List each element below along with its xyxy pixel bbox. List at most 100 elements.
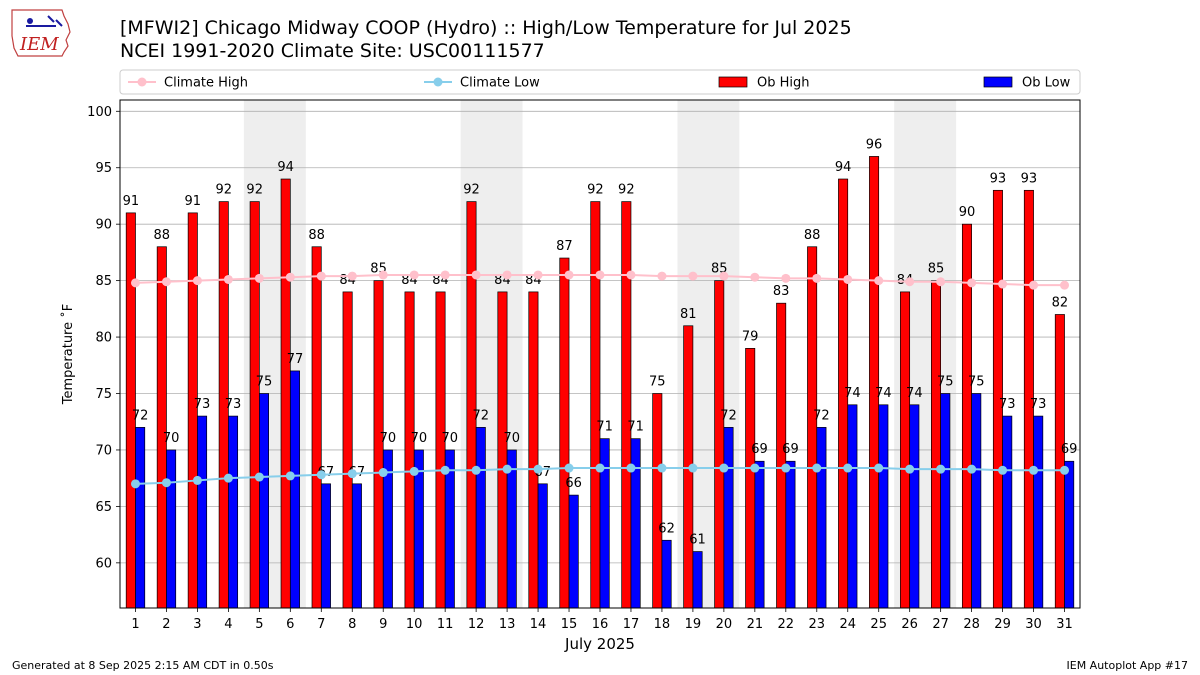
climate-low-point — [285, 471, 295, 481]
x-tick-label: 26 — [901, 617, 918, 632]
climate-high-point — [595, 270, 605, 280]
climate-low-point — [626, 463, 636, 473]
climate-low-point — [130, 479, 140, 489]
ob-low-bar — [785, 460, 796, 609]
ob-low-bar — [166, 449, 177, 609]
plot-frame — [119, 99, 1081, 609]
x-tick-label: 1 — [131, 617, 139, 632]
climate-high-point — [502, 270, 512, 280]
ob-high-bar — [404, 291, 415, 609]
ob-high-value-label: 88 — [308, 228, 325, 243]
ob-low-bar — [909, 404, 920, 609]
ob-high-value-label: 91 — [123, 194, 140, 209]
climate-low-point — [812, 463, 822, 473]
x-tick-label: 15 — [561, 617, 578, 632]
legend-ob-high-label: Ob High — [757, 76, 810, 91]
ob-low-value-label: 70 — [380, 431, 397, 446]
climate-high-point — [161, 277, 171, 287]
ob-high-value-label: 92 — [215, 183, 232, 198]
x-tick-label: 19 — [685, 617, 702, 632]
climate-low-point — [347, 469, 357, 479]
ob-low-value-label: 73 — [194, 397, 211, 412]
ob-low-value-label: 69 — [751, 442, 768, 457]
ob-low-value-label: 69 — [782, 442, 799, 457]
climate-high-point — [905, 277, 915, 287]
ob-low-value-label: 61 — [689, 533, 706, 548]
ob-low-bar — [971, 393, 982, 609]
ob-high-bar — [280, 178, 291, 609]
ob-high-value-label: 81 — [680, 307, 697, 322]
chart-subtitle: NCEI 1991-2020 Climate Site: USC00111577 — [120, 40, 545, 62]
ob-high-value-label: 82 — [1052, 295, 1069, 310]
ob-low-value-label: 75 — [968, 375, 985, 390]
ob-low-bar — [940, 393, 951, 609]
ob-low-bar — [537, 483, 548, 609]
climate-low-point — [905, 464, 915, 474]
ob-low-value-label: 70 — [411, 431, 428, 446]
ob-high-bar — [652, 393, 663, 609]
ob-low-value-label: 69 — [1061, 442, 1078, 457]
x-tick-label: 25 — [870, 617, 887, 632]
climate-low-point — [502, 464, 512, 474]
legend-climate-high-label: Climate High — [164, 76, 248, 91]
ob-low-bar — [320, 483, 331, 609]
climate-low-point — [471, 465, 481, 475]
ob-high-bar — [1054, 314, 1065, 609]
climate-high-point — [843, 274, 853, 284]
y-tick-label: 85 — [95, 274, 112, 289]
climate-low-point — [533, 464, 543, 474]
ob-high-value-label: 92 — [618, 183, 635, 198]
ob-high-bar — [156, 246, 167, 609]
climate-high-point — [657, 271, 667, 281]
ob-low-value-label: 72 — [473, 408, 490, 423]
ob-low-value-label: 71 — [596, 420, 613, 435]
ob-high-value-label: 96 — [866, 137, 883, 152]
climate-high-point — [378, 270, 388, 280]
legend-ob-high-swatch — [718, 76, 748, 88]
ob-high-value-label: 94 — [277, 160, 294, 175]
app-footer: IEM Autoplot App #17 — [1066, 659, 1189, 672]
y-tick-label: 70 — [95, 443, 112, 458]
ob-low-value-label: 75 — [937, 375, 954, 390]
ob-low-bar — [661, 539, 672, 609]
ob-low-bar — [289, 370, 300, 609]
ob-high-bar — [311, 246, 322, 609]
ob-high-value-label: 92 — [246, 183, 263, 198]
climate-high-point — [998, 279, 1008, 289]
ob-low-value-label: 73 — [1030, 397, 1047, 412]
legend-climate-high-marker — [137, 77, 147, 87]
logo-text: IEM — [19, 34, 59, 55]
climate-low-point — [223, 473, 233, 483]
ob-high-value-label: 93 — [1021, 171, 1038, 186]
ob-high-value-label: 79 — [742, 329, 759, 344]
x-tick-label: 13 — [499, 617, 516, 632]
climate-low-point — [316, 470, 326, 480]
climate-high-point — [347, 271, 357, 281]
climate-low-point — [409, 466, 419, 476]
ob-low-value-label: 73 — [225, 397, 242, 412]
ob-low-value-label: 70 — [163, 431, 180, 446]
ob-high-bar — [714, 280, 725, 609]
ob-low-value-label: 62 — [658, 521, 675, 536]
climate-low-point — [967, 464, 977, 474]
legend-climate-low-label: Climate Low — [460, 76, 540, 91]
y-axis-label: Temperature ˚F — [60, 304, 76, 405]
ob-high-bar — [869, 156, 880, 609]
ob-high-bar — [249, 201, 260, 609]
ob-high-bar — [342, 291, 353, 609]
climate-low-point — [254, 472, 264, 482]
y-tick-label: 60 — [95, 556, 112, 571]
climate-high-point — [750, 272, 760, 282]
x-tick-label: 12 — [468, 617, 485, 632]
x-axis-label: July 2025 — [564, 635, 635, 653]
x-tick-label: 2 — [162, 617, 170, 632]
ob-low-value-label: 74 — [844, 386, 861, 401]
climate-high-point — [967, 278, 977, 288]
ob-high-value-label: 88 — [154, 228, 171, 243]
ob-low-value-label: 74 — [906, 386, 923, 401]
climate-high-point — [812, 273, 822, 283]
x-tick-label: 6 — [286, 617, 294, 632]
x-tick-label: 17 — [623, 617, 640, 632]
ob-low-value-label: 71 — [627, 420, 644, 435]
climate-low-point — [378, 468, 388, 478]
